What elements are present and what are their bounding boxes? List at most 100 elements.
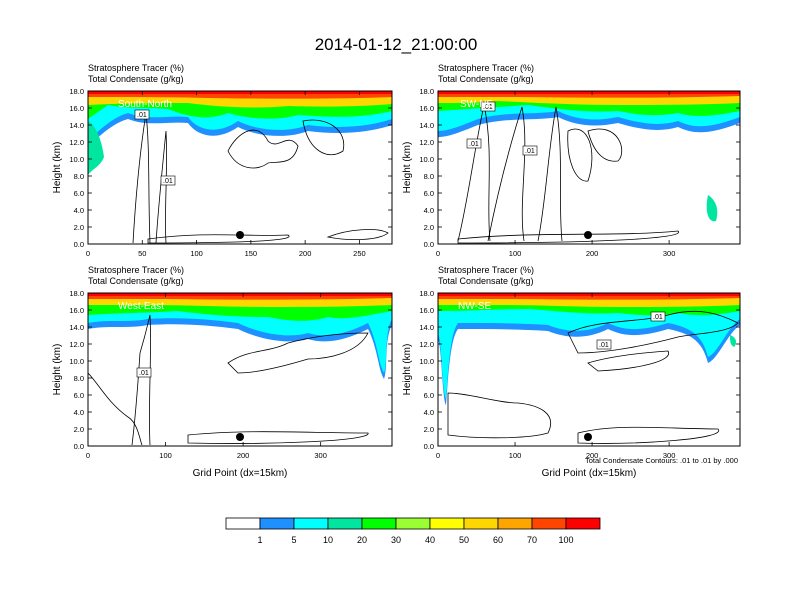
y-tick-label: 0.0 [424, 442, 434, 451]
tracer-side-region [730, 335, 737, 347]
condensate-contour [567, 310, 739, 354]
y-tick-label: 8.0 [424, 172, 434, 181]
x-tick-label: 100 [509, 451, 522, 460]
colorbar-swatch [293, 517, 329, 530]
y-tick-label: 2.0 [74, 223, 84, 232]
panel-3: Stratosphere Tracer (%)Total Condensate … [52, 265, 393, 479]
y-tick-label: 16.0 [419, 306, 434, 315]
x-tick-label: 200 [586, 451, 599, 460]
contour-note: Total Condensate Contours: .01 to .01 by… [585, 456, 738, 465]
location-marker [236, 433, 244, 441]
colorbar-swatch [259, 517, 295, 530]
y-tick-label: 8.0 [74, 172, 84, 181]
section-name: West-East [118, 301, 164, 312]
tracer-top [438, 293, 740, 296]
panel-label-tracer: Stratosphere Tracer (%) [438, 265, 534, 275]
x-tick-label: 50 [138, 249, 146, 258]
x-tick-label: 0 [86, 451, 90, 460]
x-axis-label: Grid Point (dx=15km) [193, 468, 288, 479]
y-tick-label: 2.0 [424, 223, 434, 232]
y-tick-label: 12.0 [419, 340, 434, 349]
panel-1: Stratosphere Tracer (%)Total Condensate … [52, 63, 393, 258]
condensate-contour [227, 129, 299, 169]
plot-frame [437, 292, 741, 447]
svg-text:.01: .01 [137, 112, 147, 119]
contour-label: .01 [466, 138, 482, 149]
section-name: SW-NE [460, 99, 493, 110]
colorbar-label: 5 [291, 535, 296, 545]
contour-label: .01 [134, 109, 150, 120]
plot-area: .01 [88, 293, 392, 446]
colorbar-swatch [531, 517, 567, 530]
y-tick-label: 8.0 [74, 374, 84, 383]
y-tick-label: 4.0 [424, 206, 434, 215]
x-tick-label: 300 [314, 451, 327, 460]
condensate-contour [187, 431, 369, 444]
y-tick-label: 18.0 [419, 87, 434, 96]
tracer-field: .01 .01 [438, 293, 740, 444]
y-tick-label: 4.0 [74, 408, 84, 417]
y-tick-label: 4.0 [74, 206, 84, 215]
y-tick-label: 14.0 [419, 323, 434, 332]
y-tick-label: 14.0 [419, 121, 434, 130]
location-marker [584, 433, 592, 441]
y-tick-label: 6.0 [424, 391, 434, 400]
svg-text:.01: .01 [599, 342, 609, 349]
x-tick-label: 200 [299, 249, 312, 258]
colorbar-label: 1 [257, 535, 262, 545]
colorbar-swatch [463, 517, 499, 530]
x-tick-label: 0 [436, 249, 440, 258]
tracer-field: .01 .01 .01 [438, 91, 740, 244]
y-tick-label: 6.0 [424, 189, 434, 198]
tracer-top [88, 91, 392, 94]
plot-area: .01 .01 .01 [438, 91, 740, 244]
y-tick-label: 14.0 [69, 323, 84, 332]
contour-label: .01 [136, 367, 152, 378]
condensate-contour [587, 128, 623, 162]
y-tick-label: 16.0 [419, 104, 434, 113]
x-tick-label: 150 [245, 249, 258, 258]
colorbar-swatch [361, 517, 397, 530]
panel-label-condensate: Total Condensate (g/kg) [438, 276, 534, 286]
condensate-contour [447, 392, 551, 439]
condensate-contour [88, 372, 143, 446]
contour-label: .01 [522, 145, 538, 156]
y-tick-label: 12.0 [69, 340, 84, 349]
colorbar-label: 100 [558, 535, 573, 545]
tracer-top [88, 293, 392, 296]
panel-label-tracer: Stratosphere Tracer (%) [438, 63, 534, 73]
plot-frame [87, 292, 393, 447]
svg-text:.01: .01 [525, 148, 535, 155]
y-tick-label: 2.0 [424, 425, 434, 434]
figure-title: 2014-01-12_21:00:00 [315, 35, 478, 54]
colorbar-label: 10 [323, 535, 333, 545]
condensate-contour [487, 106, 526, 242]
colorbar-label: 30 [391, 535, 401, 545]
x-tick-label: 300 [663, 451, 676, 460]
tracer-side-region [706, 195, 718, 222]
y-tick-label: 12.0 [419, 138, 434, 147]
x-tick-label: 0 [436, 451, 440, 460]
condensate-contour [457, 230, 680, 244]
y-tick-label: 12.0 [69, 138, 84, 147]
tracer-field: .01 [88, 293, 392, 446]
x-tick-label: 100 [190, 249, 203, 258]
y-tick-label: 0.0 [74, 240, 84, 249]
colorbar-label: 50 [459, 535, 469, 545]
colorbar: 1 5 10 20 30 40 50 60 70 100 [225, 517, 601, 545]
x-tick-label: 100 [509, 249, 522, 258]
contour-label: .01 [480, 101, 496, 112]
colorbar-swatch [225, 517, 261, 530]
plot-frame [437, 90, 741, 245]
svg-text:.01: .01 [139, 370, 149, 377]
y-axis-label: Height (km) [402, 344, 413, 396]
colorbar-label: 40 [425, 535, 435, 545]
y-tick-label: 2.0 [74, 425, 84, 434]
tracer-side-region [88, 121, 104, 175]
location-marker [584, 231, 592, 239]
contour-label: .01 [650, 311, 666, 322]
y-tick-label: 0.0 [424, 240, 434, 249]
y-tick-label: 16.0 [69, 104, 84, 113]
condensate-contour [587, 350, 669, 372]
